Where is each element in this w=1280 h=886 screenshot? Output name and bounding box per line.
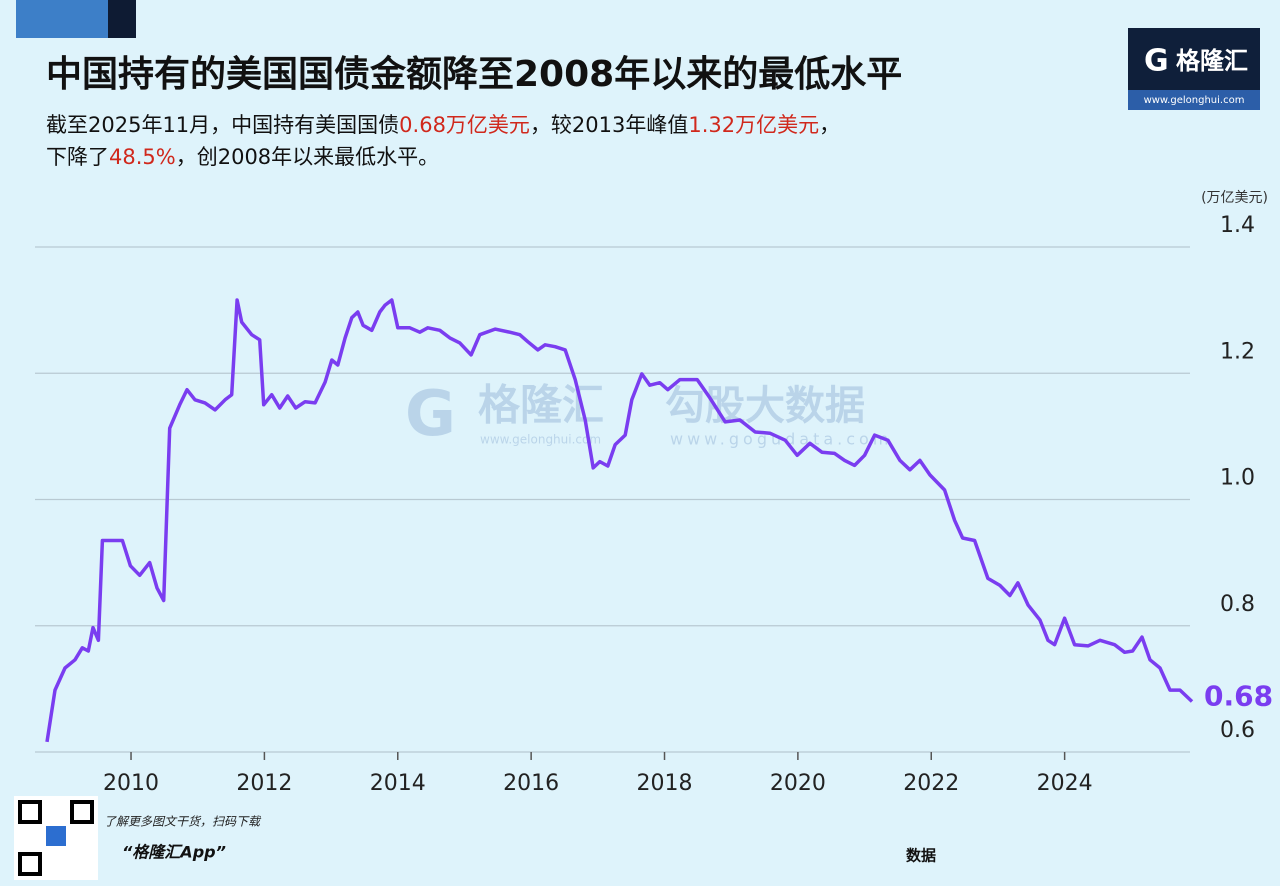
end-value-label: 0.68 (1204, 680, 1273, 713)
corner-bar-dark (108, 0, 136, 38)
qr-finder (18, 800, 42, 824)
footer: 了解更多图文干货，扫码下载 “格隆汇App” 数据 (14, 796, 936, 880)
logo-name: 格隆汇 (1176, 47, 1248, 75)
y-tick-label: 1.2 (1220, 339, 1255, 364)
watermark-right-name: 勾股大数据 (665, 383, 865, 429)
subtitle-segment: 截至2025年11月，中国持有美国国债 (46, 113, 399, 137)
subtitle-segment: 下降了 (46, 145, 109, 169)
x-tick-label: 2016 (503, 771, 559, 796)
y-tick-label: 1.4 (1220, 213, 1255, 238)
subtitle-segment: ，创2008年以来最低水平。 (176, 145, 439, 169)
logo-icon: G (1144, 44, 1169, 79)
subtitle-segment: 0.68万亿美元 (399, 113, 530, 137)
x-tick-label: 2010 (103, 771, 159, 796)
footer-app: “格隆汇App” (122, 843, 226, 862)
subtitle-segment: 48.5% (109, 145, 176, 169)
y-tick-label: 0.6 (1220, 718, 1255, 743)
data-line (45, 298, 1194, 743)
corner-bar (16, 0, 108, 38)
subtitle-line: 下降了48.5%，创2008年以来最低水平。 (46, 145, 439, 169)
y-tick-label: 1.0 (1220, 466, 1255, 491)
x-tick-label: 2024 (1037, 771, 1093, 796)
x-tick-label: 2012 (236, 771, 292, 796)
x-tick-label: 2014 (370, 771, 426, 796)
footer-source: 数据 (906, 847, 936, 865)
chart-title: 中国持有的美国国债金额降至2008年以来的最低水平 (46, 53, 902, 95)
subtitle-segment: ， (819, 113, 840, 137)
y-axis-label: (万亿美元) (1201, 190, 1268, 206)
watermark-left-url: www.gelonghui.com (480, 433, 601, 447)
x-tick-label: 2022 (903, 771, 959, 796)
footer-prompt: 了解更多图文干货，扫码下载 (104, 815, 262, 829)
logo: G 格隆汇 www.gelonghui.com (1128, 28, 1260, 110)
y-tick-label: 0.8 (1220, 592, 1255, 617)
subtitle: 截至2025年11月，中国持有美国国债0.68万亿美元，较2013年峰值1.32… (46, 113, 840, 169)
qr-finder (70, 800, 94, 824)
subtitle-segment: ，较2013年峰值 (530, 113, 688, 137)
subtitle-segment: 1.32万亿美元 (688, 113, 819, 137)
qr-finder (18, 852, 42, 876)
x-tick-label: 2020 (770, 771, 826, 796)
x-tick-label: 2018 (637, 771, 693, 796)
watermark-icon: G (405, 377, 456, 450)
logo-url-bar (1128, 90, 1260, 110)
qr-logo (46, 826, 66, 846)
subtitle-line: 截至2025年11月，中国持有美国国债0.68万亿美元，较2013年峰值1.32… (46, 113, 840, 137)
logo-url: www.gelonghui.com (1144, 95, 1245, 106)
